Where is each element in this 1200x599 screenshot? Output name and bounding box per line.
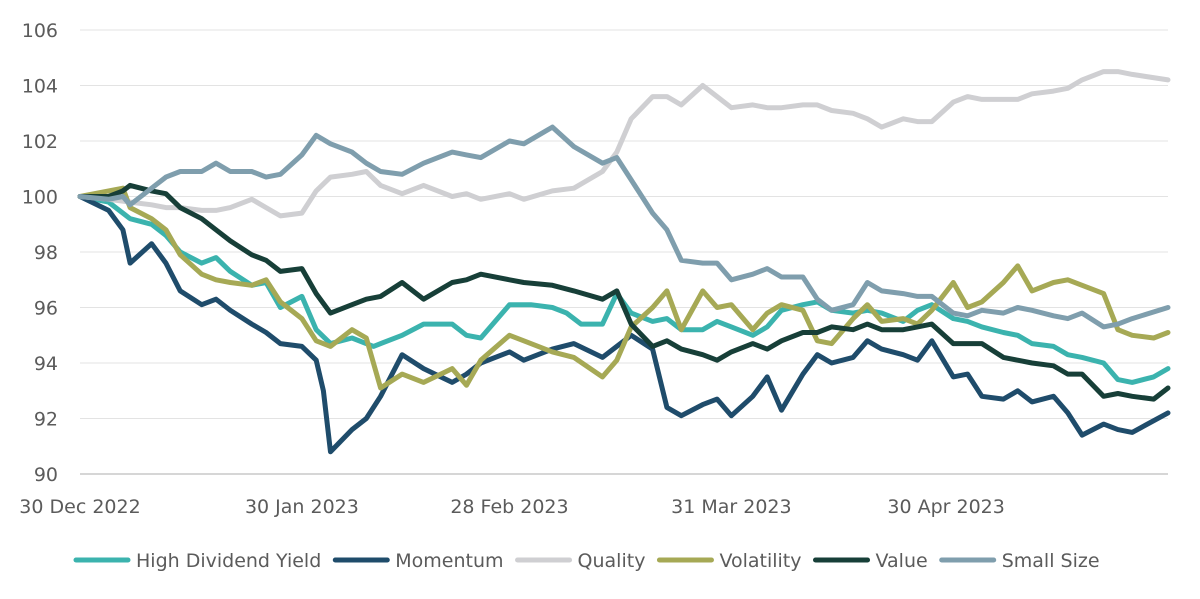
legend: High Dividend Yield Momentum Quality Volati… xyxy=(73,550,1100,572)
legend-item-volatility: Volatility xyxy=(656,550,802,572)
legend-item-value: Value xyxy=(813,550,928,572)
y-tick-label: 104 xyxy=(22,76,58,98)
x-tick-label: 30 Apr 2023 xyxy=(887,496,1004,518)
legend-item-quality: Quality xyxy=(515,550,646,572)
legend-label: Value xyxy=(876,550,928,572)
legend-label: Momentum xyxy=(395,550,503,572)
legend-label: High Dividend Yield xyxy=(136,550,321,572)
legend-label: Small Size xyxy=(1002,550,1100,572)
legend-label: Quality xyxy=(578,550,646,572)
y-tick-label: 98 xyxy=(34,242,58,264)
y-tick-label: 100 xyxy=(22,187,58,209)
x-tick-label: 28 Feb 2023 xyxy=(450,496,568,518)
series-line-small-size xyxy=(77,124,1171,330)
y-tick-label: 102 xyxy=(22,131,58,153)
legend-item-high-dividend-yield: High Dividend Yield xyxy=(73,550,321,572)
x-tick-label: 30 Dec 2022 xyxy=(19,496,140,518)
series-line-quality xyxy=(77,69,1171,219)
series-line-momentum xyxy=(77,194,1171,455)
x-tick-label: 30 Jan 2023 xyxy=(245,496,359,518)
y-tick-label: 92 xyxy=(34,409,58,431)
series-line-volatility xyxy=(77,185,1171,391)
x-axis-ticks: 30 Dec 2022 30 Jan 2023 28 Feb 2023 31 Mar … xyxy=(19,496,1005,518)
y-tick-label: 90 xyxy=(34,464,58,486)
series-lines xyxy=(77,69,1171,455)
legend-label: Volatility xyxy=(719,550,801,572)
y-tick-label: 94 xyxy=(34,353,58,375)
legend-item-momentum: Momentum xyxy=(332,550,504,572)
x-tick-label: 31 Mar 2023 xyxy=(671,496,791,518)
series-line-high-dividend-yield xyxy=(77,194,1171,385)
series-line-value xyxy=(77,182,1171,402)
y-tick-label: 106 xyxy=(22,20,58,42)
grid xyxy=(80,29,1168,475)
y-axis-ticks: 90 92 94 96 98 100 102 104 106 xyxy=(22,20,58,486)
legend-item-small-size: Small Size xyxy=(939,550,1100,572)
y-tick-label: 96 xyxy=(34,298,58,320)
